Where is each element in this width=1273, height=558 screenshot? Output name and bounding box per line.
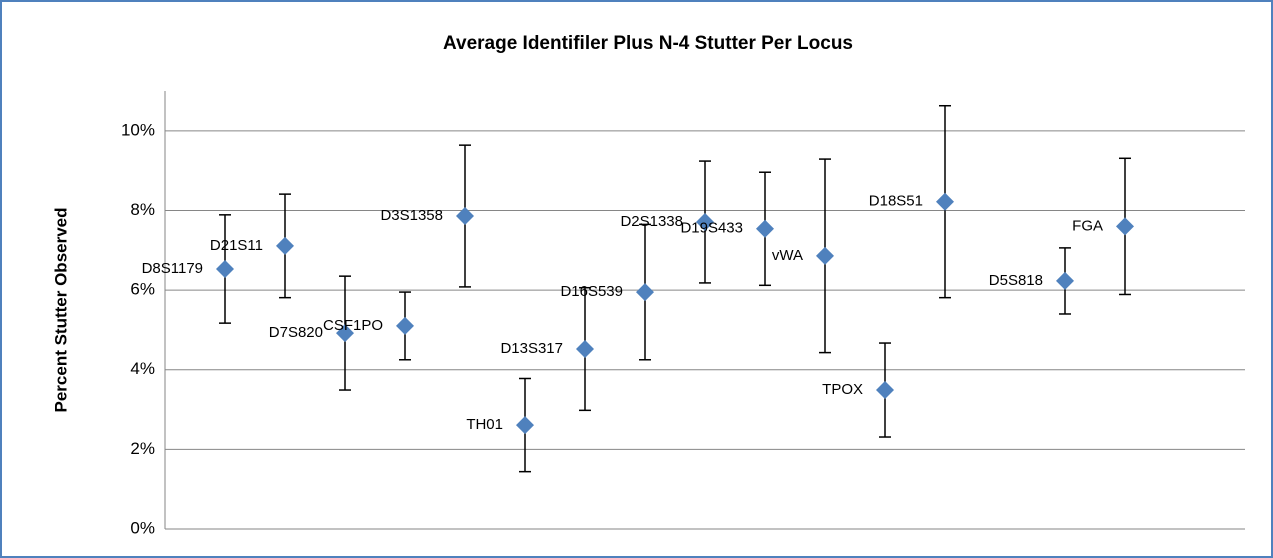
point-label: vWA [772, 247, 803, 264]
point-label: D18S51 [869, 193, 923, 210]
point-label: D16S539 [560, 283, 623, 300]
point-label: D13S317 [500, 340, 563, 357]
point-label: D3S1358 [380, 207, 443, 224]
point [876, 381, 894, 400]
point-label: D7S820 [269, 324, 323, 341]
point [516, 416, 534, 435]
point [456, 207, 474, 226]
point-label: D2S1338 [620, 213, 683, 230]
point-label: D19S433 [680, 220, 743, 237]
point-label: TPOX [822, 381, 863, 398]
y-tick-label: 10% [121, 120, 155, 139]
y-tick-label: 6% [130, 280, 155, 299]
point [1056, 271, 1074, 290]
point [576, 340, 594, 359]
point [756, 219, 774, 238]
point-label: D21S11 [210, 237, 263, 254]
point [696, 213, 714, 232]
y-tick-label: 0% [130, 518, 155, 537]
point-label: FGA [1072, 217, 1103, 234]
point [636, 283, 654, 302]
point [936, 192, 954, 211]
chart-title: Average Identifiler Plus N-4 Stutter Per… [443, 33, 853, 54]
point-label: D5S818 [989, 272, 1043, 289]
point [276, 236, 294, 255]
y-tick-label: 2% [130, 439, 155, 458]
point [1116, 217, 1134, 236]
point [336, 324, 354, 343]
point-label: CSF1PO [323, 317, 383, 334]
point [396, 316, 414, 335]
point-label: D8S1179 [142, 260, 203, 277]
point-label: TH01 [466, 416, 503, 433]
y-tick-label: 8% [130, 200, 155, 219]
point [816, 246, 834, 265]
point [216, 259, 234, 278]
y-tick-label: 4% [130, 359, 155, 378]
y-axis-label: Percent Stutter Observed [51, 207, 70, 412]
